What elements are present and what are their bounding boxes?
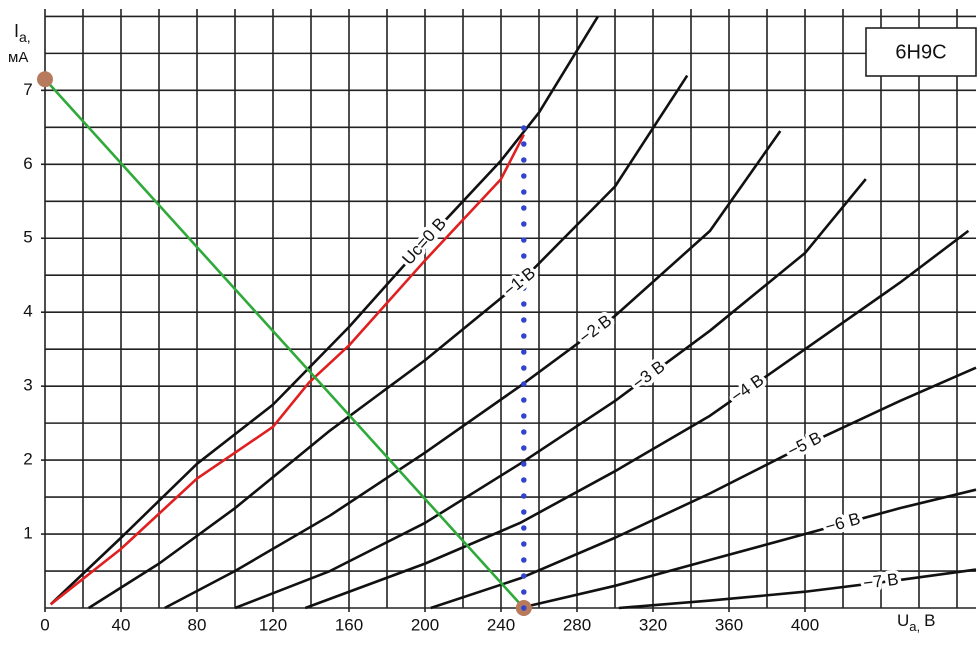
x-tick-label: 200 — [411, 615, 439, 634]
y-tick-label: 6 — [23, 154, 32, 173]
x-label: U — [897, 611, 909, 630]
series-line — [304, 229, 970, 610]
series-line — [88, 74, 689, 610]
grid: 0 40 80 120 160 200 240 280 320 360 400 1 2 3 4 5 6 7 — [23, 9, 976, 634]
chart-title: 6H9C — [895, 41, 946, 63]
x-tick-label: 120 — [259, 615, 287, 634]
x-tick-label: 80 — [188, 615, 207, 634]
series-line — [618, 568, 977, 610]
x-tick-label: 400 — [791, 615, 819, 634]
curve-label: −6 B — [823, 509, 862, 537]
y-label: I — [14, 21, 19, 41]
y-tick-label: 2 — [23, 450, 32, 469]
title-box — [865, 27, 977, 77]
curves — [37, 15, 977, 616]
x-label-sub: a, — [909, 619, 920, 634]
y-tick-label: 4 — [23, 302, 32, 321]
series-line — [234, 178, 867, 610]
x-axis-label: Ua, B — [897, 611, 935, 634]
series-line — [164, 130, 782, 610]
series-line — [430, 366, 977, 610]
curve-label: −7 B — [862, 570, 900, 593]
y-axis-unit: мА — [8, 49, 28, 66]
x-tick-label: 240 — [487, 615, 515, 634]
series-line — [44, 78, 525, 609]
series-line — [49, 15, 600, 606]
x-tick-label: 0 — [40, 615, 49, 634]
x-tick-label: 40 — [112, 615, 131, 634]
labels: Uc=0 B−1 B−2 B−3 B −4 B−5 B−6 B−7 B — [395, 210, 903, 596]
curve-label: −4 B — [727, 370, 767, 406]
x-tick-label: 320 — [639, 615, 667, 634]
y-axis-label: Ia, — [14, 21, 31, 45]
y-tick-label: 3 — [23, 376, 32, 395]
x-tick-label: 360 — [715, 615, 743, 634]
y-tick-label: 7 — [23, 80, 32, 99]
x-tick-label: 280 — [563, 615, 591, 634]
series-line — [519, 488, 977, 610]
series-marker — [37, 71, 53, 88]
y-tick-label: 1 — [23, 524, 32, 543]
x-label-unit: B — [924, 611, 935, 630]
series-line — [49, 134, 525, 606]
x-tick-label: 160 — [335, 615, 363, 634]
y-tick-label: 5 — [23, 228, 32, 247]
y-label-sub: a, — [19, 29, 31, 45]
